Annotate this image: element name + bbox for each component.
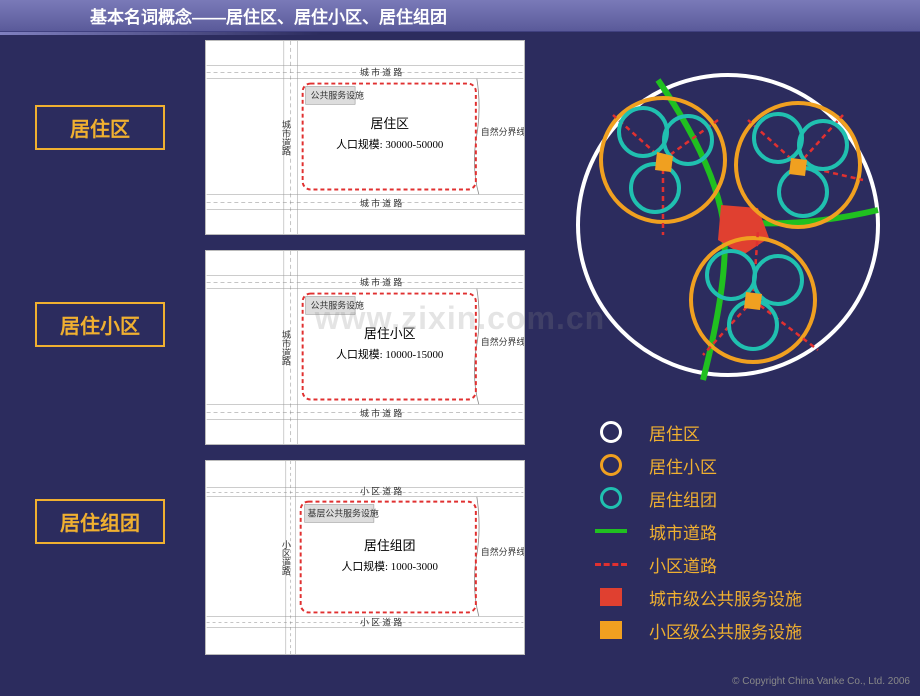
legend-line-icon [595, 520, 627, 542]
d1-pop: 人口规模: 30000-50000 [336, 137, 444, 151]
header-title: 基本名词概念——居住区、居住小区、居住组团 [90, 3, 447, 28]
label-residential-cluster: 居住组团 [35, 499, 165, 544]
d3-service-label: 基层公共服务设施 [308, 507, 379, 518]
d3-title: 居住组团 [364, 539, 415, 553]
legend-label: 城市道路 [649, 519, 717, 544]
d2-road-left: 城市道路 [281, 330, 291, 367]
legend-row: 居住小区 [595, 453, 900, 477]
hierarchy-circle-diagram [563, 60, 893, 390]
legend-label: 居住区 [649, 420, 700, 445]
legend-circle-icon [595, 454, 627, 476]
legend-circle-icon [595, 421, 627, 443]
legend-row: 居住组团 [595, 486, 900, 510]
label-residential-community: 居住小区 [35, 302, 165, 347]
d1-boundary: 自然分界线 [481, 126, 524, 137]
legend-label: 小区级公共服务设施 [649, 618, 802, 643]
d3-road-bottom: 小 区 道 路 [360, 616, 402, 627]
legend-row: 居住区 [595, 420, 900, 444]
diagram-cluster: 基层公共服务设施 居住组团 人口规模: 1000-3000 小 区 道 路 小 … [205, 460, 525, 655]
header-bar: 基本名词概念——居住区、居住小区、居住组团 [0, 0, 920, 32]
d3-road-top: 小 区 道 路 [360, 486, 402, 497]
label-residential-district: 居住区 [35, 105, 165, 150]
legend-row: 城市道路 [595, 519, 900, 543]
left-labels-column: 居住区 居住小区 居住组团 [35, 60, 165, 696]
d1-road-left: 城市道路 [281, 120, 291, 157]
legend-row: 城市级公共服务设施 [595, 585, 900, 609]
d2-pop: 人口规模: 10000-15000 [336, 347, 444, 361]
center-diagrams-column: 公共服务设施 居住区 人口规模: 30000-50000 城 市 道 路 城 市… [205, 40, 525, 670]
d3-pop: 人口规模: 1000-3000 [342, 559, 439, 573]
legend-label: 小区道路 [649, 552, 717, 577]
legend-row: 小区级公共服务设施 [595, 618, 900, 642]
legend-square-icon [595, 619, 627, 641]
legend-label: 居住组团 [649, 486, 717, 511]
legend-label: 居住小区 [649, 453, 717, 478]
d1-service-label: 公共服务设施 [311, 89, 364, 100]
header-stripe [0, 32, 920, 35]
diagram-district: 公共服务设施 居住区 人口规模: 30000-50000 城 市 道 路 城 市… [205, 40, 525, 235]
d2-road-top: 城 市 道 路 [360, 277, 402, 288]
legend-circle-icon [595, 487, 627, 509]
d1-road-bottom: 城 市 道 路 [360, 197, 402, 208]
legend-label: 城市级公共服务设施 [649, 585, 802, 610]
d2-boundary: 自然分界线 [481, 336, 524, 347]
right-column: 居住区 居住小区 居住组团 城市道路 小区道路 城市级公共服务设施 小区级公共服… [555, 60, 900, 651]
d3-road-left: 小区道路 [281, 540, 291, 577]
legend-square-icon [595, 586, 627, 608]
d2-road-bottom: 城 市 道 路 [360, 407, 402, 418]
d3-boundary: 自然分界线 [481, 546, 524, 557]
d2-service-label: 公共服务设施 [311, 299, 364, 310]
d1-road-top: 城 市 道 路 [360, 67, 402, 78]
diagram-community: 公共服务设施 居住小区 人口规模: 10000-15000 城 市 道 路 城 … [205, 250, 525, 445]
d1-title: 居住区 [370, 117, 409, 131]
legend: 居住区 居住小区 居住组团 城市道路 小区道路 城市级公共服务设施 小区级公共服… [555, 420, 900, 642]
footer-copyright: © Copyright China Vanke Co., Ltd. 2006 [732, 676, 910, 687]
legend-line-icon [595, 553, 627, 575]
d2-title: 居住小区 [364, 327, 416, 341]
legend-row: 小区道路 [595, 552, 900, 576]
